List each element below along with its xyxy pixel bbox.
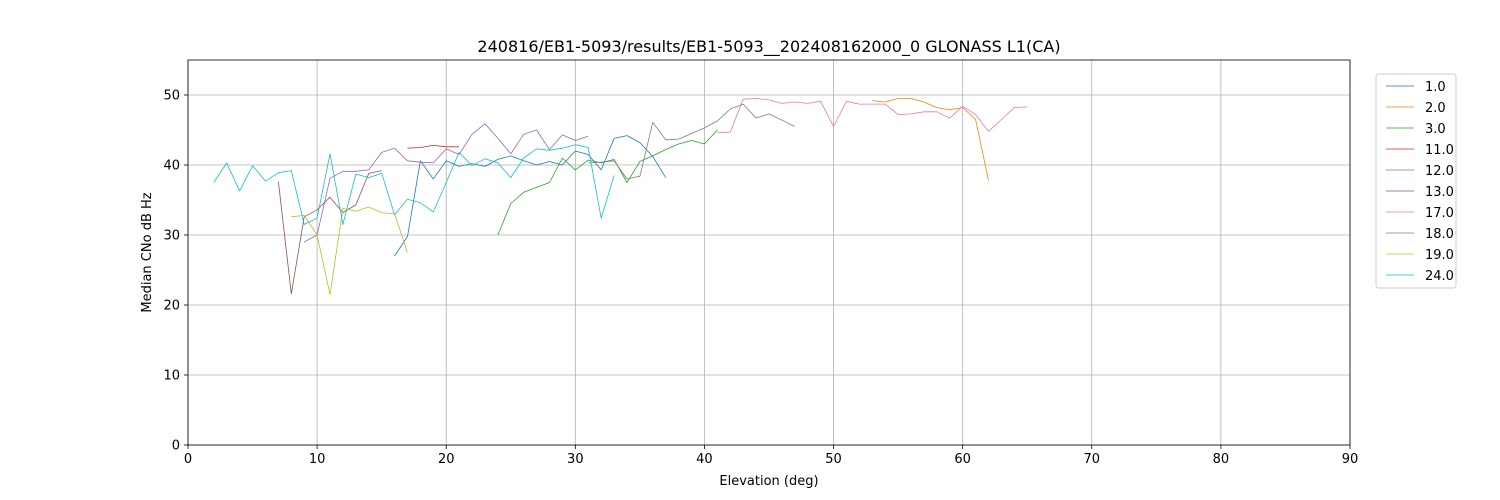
series-line-24-0 (213, 144, 615, 225)
series-line-11-0 (407, 145, 460, 149)
legend-label: 12.0 (1425, 164, 1454, 179)
series-line-12-0 (304, 123, 589, 243)
series-line-19-0 (291, 206, 408, 295)
x-axis-ticks: 0 10 20 30 40 50 60 70 80 90 (184, 445, 1358, 467)
legend-label: 1.0 (1425, 80, 1446, 95)
series-lines (213, 98, 1028, 295)
series-line-2-0 (872, 98, 989, 181)
legend-label: 19.0 (1425, 248, 1454, 263)
y-tick-label: 10 (163, 369, 180, 384)
series-line-17-0 (717, 98, 1028, 134)
x-tick-label: 30 (567, 452, 584, 467)
y-tick-label: 30 (163, 229, 180, 244)
series-line-1-0 (394, 135, 667, 257)
legend-label: 18.0 (1425, 227, 1454, 242)
y-tick-label: 40 (163, 159, 180, 174)
x-tick-label: 50 (825, 452, 842, 467)
x-tick-label: 80 (1213, 452, 1230, 467)
y-tick-label: 0 (172, 439, 180, 454)
x-tick-label: 70 (1084, 452, 1101, 467)
y-tick-label: 20 (163, 299, 180, 314)
series-line-18-0 (588, 103, 795, 180)
y-axis-ticks: 0 10 20 30 40 50 (163, 89, 188, 454)
legend-label: 17.0 (1425, 206, 1454, 221)
plot-frame (187, 59, 1351, 446)
y-axis-label: Median CNo dB Hz (140, 192, 155, 312)
x-tick-label: 10 (309, 452, 326, 467)
x-axis-label: Elevation (deg) (719, 474, 818, 489)
x-tick-label: 60 (954, 452, 971, 467)
chart-title: 240816/EB1-5093/results/EB1-5093__202408… (477, 37, 1060, 57)
series-line-13-0 (278, 170, 382, 295)
x-tick-label: 40 (696, 452, 713, 467)
legend: 1.0 2.0 3.0 11.0 12.0 13.0 17.0 18.0 19.0 24.0 (1375, 73, 1457, 289)
legend-label: 2.0 (1425, 101, 1446, 116)
legend-label: 11.0 (1425, 143, 1454, 158)
plot-area (188, 60, 1350, 445)
legend-box (1375, 73, 1457, 289)
legend-label: 24.0 (1425, 269, 1454, 284)
legend-label: 3.0 (1425, 122, 1446, 137)
y-tick-label: 50 (163, 89, 180, 104)
x-tick-label: 90 (1342, 452, 1359, 467)
legend-label: 13.0 (1425, 185, 1454, 200)
x-tick-label: 0 (184, 452, 192, 467)
x-tick-label: 20 (438, 452, 455, 467)
